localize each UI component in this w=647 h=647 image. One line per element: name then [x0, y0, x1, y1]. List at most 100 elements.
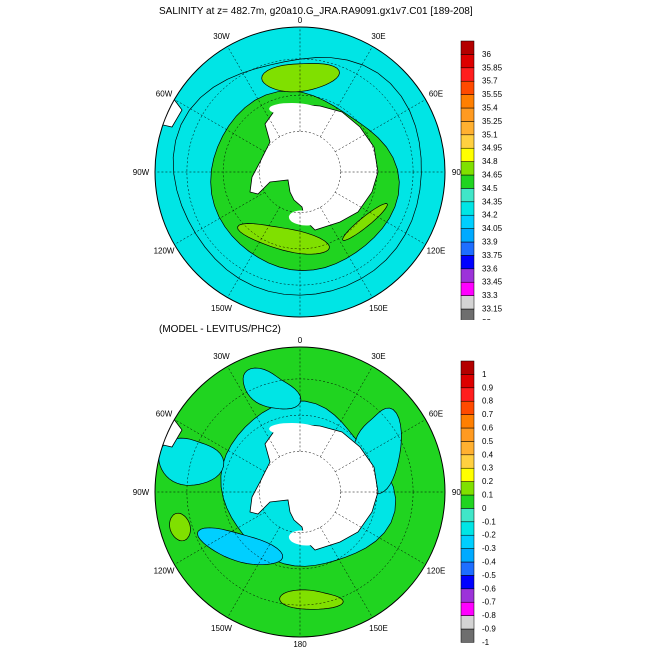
longitude-label: 180 [293, 640, 307, 647]
colorbar-swatch [460, 400, 475, 415]
colorbar-swatch [460, 268, 475, 283]
colorbar-swatch [460, 174, 475, 189]
ice-shelf [288, 210, 320, 226]
colorbar-tick-label: 35.1 [482, 130, 498, 139]
longitude-label: 30E [371, 352, 385, 361]
colorbar-swatch [460, 201, 475, 216]
longitude-label: 150W [211, 304, 232, 313]
meridian-line [320, 207, 373, 298]
colorbar-tick-label: 0.1 [482, 491, 494, 500]
colorbar-tick-label: -1 [482, 638, 490, 647]
colorbar-tick-label: 0.7 [482, 410, 494, 419]
meridian-line [335, 419, 426, 472]
longitude-label: 90W [133, 488, 150, 497]
colorbar-swatch [460, 427, 475, 442]
difference-polar-map: 0 30E 60E 90E 120E 150E 180 150W 120W 90W 60W 30W -1… [133, 336, 497, 647]
meridian-line [174, 99, 265, 152]
longitude-label: 30W [213, 352, 230, 361]
colorbar-swatch [460, 134, 475, 149]
longitude-label: 120W [154, 567, 175, 576]
meridian-line [320, 527, 373, 618]
colorbar-swatch [460, 80, 475, 95]
colorbar-tick-label: -0.9 [482, 625, 496, 634]
longitude-label: 120E [427, 247, 446, 256]
longitude-label: 60W [156, 90, 173, 99]
colorbar-tick-label: 33.9 [482, 238, 498, 247]
colorbar-swatch [460, 628, 475, 643]
colorbar-swatch [460, 188, 475, 203]
top-panel-title: SALINITY at z= 482.7m, g20a10.G_JRA.RA90… [159, 6, 473, 17]
colorbar-tick-label: -0.1 [482, 517, 496, 526]
longitude-label: 60E [429, 90, 443, 99]
colorbar-tick-label: 36 [482, 50, 491, 59]
meridian-line [174, 192, 265, 245]
colorbar-swatch [460, 308, 475, 320]
colorbar-swatch [460, 588, 475, 603]
ice-shelf [269, 423, 323, 437]
colorbar-swatch [460, 615, 475, 630]
colorbar-tick-label: 0.8 [482, 397, 494, 406]
colorbar-swatch [460, 548, 475, 563]
difference-patch-south [279, 589, 344, 610]
longitude-label: 0 [298, 16, 303, 25]
longitude-label: 30W [213, 32, 230, 41]
salinity-polar-map: 030E60E90E120E150E180150W120W90W60W30W33… [133, 16, 503, 320]
colorbar-tick-label: 35.55 [482, 90, 503, 99]
longitude-label: 30E [371, 32, 385, 41]
colorbar-swatch [460, 374, 475, 389]
colorbar-tick-label: 33.15 [482, 305, 503, 314]
colorbar-swatch [460, 295, 475, 310]
colorbar-swatch [460, 147, 475, 162]
colorbar-swatch [460, 228, 475, 243]
salinity-patch-north [261, 63, 340, 93]
colorbar-tick-label: 34.8 [482, 157, 498, 166]
colorbar-tick-label: -0.7 [482, 598, 496, 607]
colorbar-swatch [460, 281, 475, 296]
salinity-patch-east [342, 203, 388, 241]
longitude-label: 150E [369, 304, 388, 313]
difference-patch-sw [197, 527, 284, 566]
meridian-line [174, 419, 265, 472]
colorbar-swatch [460, 467, 475, 482]
colorbar-tick-label: 1 [482, 370, 487, 379]
meridian-line [320, 46, 373, 137]
meridian-line [174, 512, 265, 565]
ice-shelf [288, 530, 320, 546]
bottom-panel-title: (MODEL - LEVITUS/PHC2) [159, 324, 281, 335]
colorbar-tick-label: 33.3 [482, 291, 498, 300]
colorbar-tick-label: -0.8 [482, 611, 496, 620]
colorbar-swatch [460, 534, 475, 549]
longitude-label: 90W [133, 168, 150, 177]
colorbar-tick-label: 0.3 [482, 464, 494, 473]
colorbar-tick-label: 34.65 [482, 171, 503, 180]
longitude-label: 150W [211, 624, 232, 633]
colorbar-swatch [460, 521, 475, 536]
colorbar-tick-label: -0.4 [482, 558, 496, 567]
colorbar-swatch [460, 575, 475, 590]
longitude-label: 0 [298, 336, 303, 345]
colorbar-tick-label: -0.6 [482, 584, 496, 593]
longitude-label: 60W [156, 410, 173, 419]
colorbar-tick-label: 0.2 [482, 477, 494, 486]
colorbar-swatch [460, 54, 475, 69]
colorbar-tick-label: 34.95 [482, 144, 503, 153]
colorbar-tick-label: 33.45 [482, 278, 503, 287]
contour-line [172, 57, 422, 296]
colorbar-swatch [460, 94, 475, 109]
map-border [154, 26, 446, 318]
meridian-line [227, 46, 280, 137]
longitude-label: 90E [452, 168, 466, 177]
colorbar-swatch [460, 601, 475, 616]
colorbar-swatch [460, 161, 475, 176]
colorbar-swatch [460, 360, 475, 375]
longitude-label: 90E [452, 488, 466, 497]
colorbar-swatch [460, 414, 475, 429]
colorbar-tick-label: 34.5 [482, 184, 498, 193]
colorbar-swatch [460, 387, 475, 402]
ice-shelf [269, 103, 323, 117]
latitude-circle [259, 131, 341, 213]
map-border [154, 346, 446, 638]
latitude-circle [259, 451, 341, 533]
colorbar-tick-label: 35.25 [482, 117, 503, 126]
colorbar-tick-label: 34.05 [482, 224, 503, 233]
